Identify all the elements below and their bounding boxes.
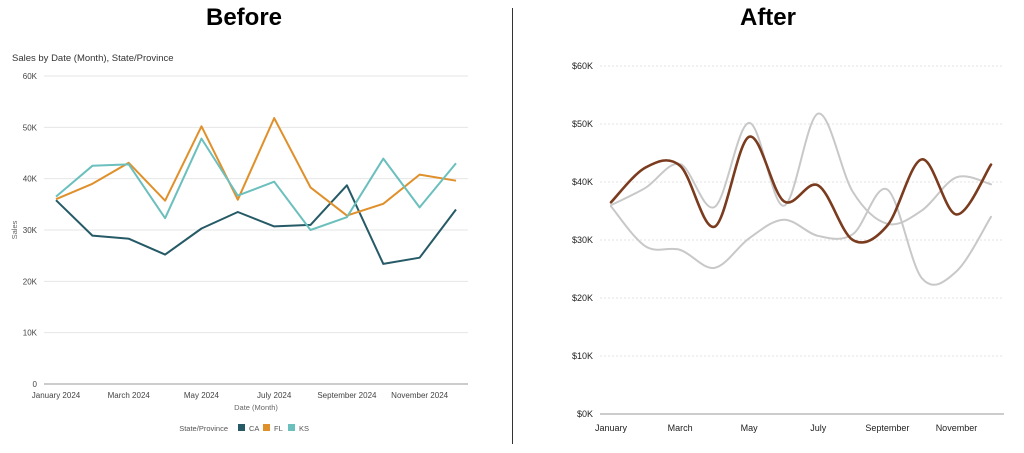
y-tick-label: 0	[33, 380, 38, 389]
y-tick-label: $30K	[572, 235, 593, 245]
series-line-ca	[55, 184, 457, 265]
x-tick-label: January 2024	[32, 391, 81, 400]
y-tick-label: 30K	[23, 226, 38, 235]
x-tick-label: January	[595, 423, 628, 433]
legend-title: State/Province	[179, 424, 228, 433]
y-tick-label: $20K	[572, 293, 593, 303]
legend-label-ca: CA	[249, 424, 259, 433]
y-tick-label: $40K	[572, 177, 593, 187]
legend-swatch-ca	[238, 424, 245, 431]
x-tick-label: March	[668, 423, 693, 433]
x-tick-label: September	[865, 423, 909, 433]
y-tick-label: $50K	[572, 119, 593, 129]
y-tick-label: 10K	[23, 329, 38, 338]
y-tick-label: 60K	[23, 72, 38, 81]
x-tick-label: November	[936, 423, 978, 433]
after-heading: After	[739, 4, 796, 31]
legend-label-fl: FL	[274, 424, 283, 433]
chart-title: Sales by Date (Month), State/Province	[12, 53, 174, 64]
context-series-line-1	[610, 187, 992, 286]
before-chart: Sales by Date (Month), State/Province 0 10…	[10, 53, 468, 433]
y-tick-label: $10K	[572, 351, 593, 361]
x-tick-label: July 2024	[257, 391, 292, 400]
x-tick-label: July	[810, 423, 827, 433]
before-heading: Before	[205, 4, 283, 31]
context-series-line-2	[610, 112, 992, 226]
x-tick-label: March 2024	[108, 391, 151, 400]
y-tick-label: $0K	[577, 409, 593, 419]
y-axis-title: Sales	[10, 220, 19, 239]
x-tick-label: May	[741, 423, 759, 433]
x-axis-title: Date (Month)	[234, 403, 278, 412]
y-tick-label: 50K	[23, 123, 38, 132]
legend-swatch-ks	[288, 424, 295, 431]
x-tick-label: September 2024	[317, 391, 377, 400]
x-tick-label: November 2024	[391, 391, 448, 400]
highlight-series-line	[609, 135, 993, 244]
y-tick-label: $60K	[572, 61, 593, 71]
y-tick-label: 40K	[23, 175, 38, 184]
legend-swatch-fl	[263, 424, 270, 431]
series-line-ks	[55, 137, 457, 231]
x-tick-label: May 2024	[184, 391, 220, 400]
panel-divider	[512, 8, 513, 444]
y-tick-label: 20K	[23, 277, 38, 286]
legend-label-ks: KS	[299, 424, 309, 433]
series-line-fl	[55, 117, 457, 217]
